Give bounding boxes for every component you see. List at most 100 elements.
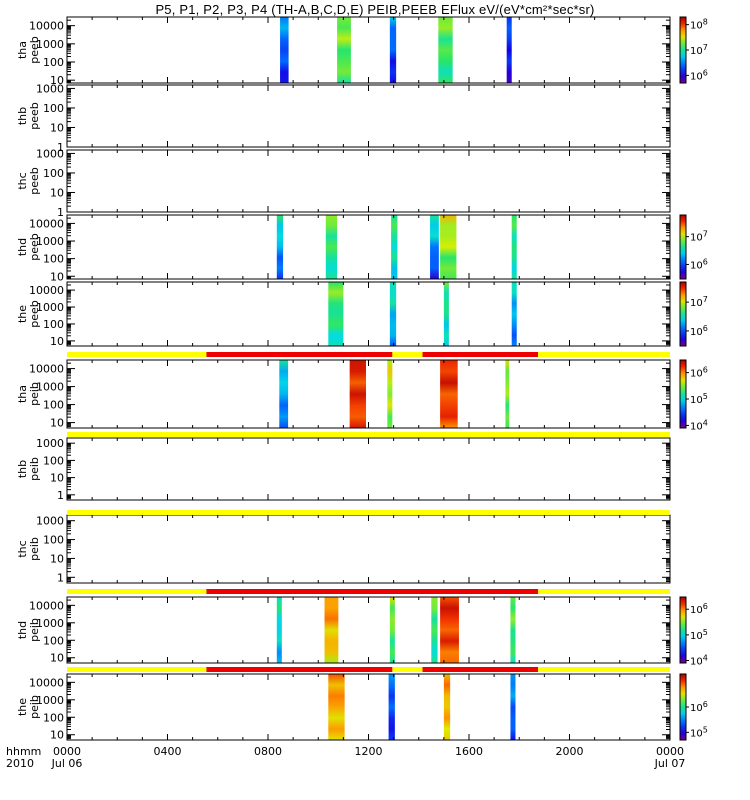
colorbar (679, 16, 687, 84)
data-segment (325, 215, 338, 279)
y-tick-label: 10 (50, 417, 64, 430)
colorbar-tick-label: 107 (690, 230, 708, 244)
y-tick-label: 10000 (29, 217, 64, 230)
x-tick-date: Jul 07 (654, 757, 686, 770)
panel-probe-label: the (16, 698, 29, 716)
panel-thc-peeb: 1 10 100 1000 thc peeb (16, 147, 671, 219)
panel-frame (66, 84, 671, 148)
panel-thc-peib: 1 10 100 1000 thc peib (16, 514, 671, 584)
panel-product-label: peeb (28, 300, 41, 328)
data-segment (280, 17, 289, 83)
y-tick-label: 10000 (29, 599, 64, 612)
data-segment (443, 282, 449, 346)
data-segment (279, 360, 289, 428)
data-segment (438, 17, 453, 83)
data-segment (324, 597, 339, 663)
x-tick-label: 1600 (455, 745, 483, 758)
mode-bar-segment (206, 352, 393, 357)
panel-frame (66, 596, 671, 664)
y-tick-label: 10000 (29, 676, 64, 689)
data-segment (389, 17, 397, 83)
panel-probe-label: thd (16, 238, 29, 256)
data-segment (440, 360, 458, 428)
data-segment (511, 215, 517, 279)
panel-product-label: peib (28, 382, 41, 406)
y-tick-label: 100 (43, 711, 64, 724)
y-tick-label: 1000 (36, 235, 64, 248)
panel-product-label: peeb (28, 102, 41, 130)
y-tick-label: 10000 (29, 20, 64, 33)
panel-probe-label: thb (16, 460, 29, 478)
panel-frame (66, 673, 671, 741)
data-segment (337, 17, 351, 83)
mode-bar-segment (538, 667, 670, 672)
y-tick-label: 10 (50, 121, 64, 134)
y-tick-label: 1 (57, 489, 64, 502)
mode-bar-segment (206, 589, 539, 594)
mode-bar (67, 667, 670, 672)
y-tick-label: 10000 (29, 284, 64, 297)
data-segment (328, 674, 345, 740)
colorbar (679, 673, 687, 741)
panel-thb-peib: 1 10 100 1000 thb peib (16, 437, 671, 502)
mode-bar (67, 352, 670, 357)
y-tick-label: 100 (43, 399, 64, 412)
colorbar (679, 359, 687, 429)
panel-product-label: peib (28, 457, 41, 481)
panel-product-label: peib (28, 537, 41, 561)
data-segment (389, 282, 397, 346)
y-tick-label: 1000 (36, 147, 64, 160)
panel-frame (66, 149, 671, 213)
panel-probe-label: thc (16, 172, 29, 189)
y-tick-label: 1000 (36, 617, 64, 630)
data-segment (510, 597, 516, 663)
mode-bar-segment (538, 589, 670, 594)
y-tick-label: 100 (43, 102, 64, 115)
panel-probe-label: tha (16, 385, 29, 403)
colorbar-tick-label: 106 (690, 602, 708, 616)
panel-frame (66, 437, 671, 501)
mode-bar-segment (422, 667, 539, 672)
panel-probe-label: tha (16, 41, 29, 59)
mode-bar-segment (538, 352, 670, 357)
mode-bar-segment (422, 352, 539, 357)
y-tick-label: 1 (57, 571, 64, 584)
x-tick-label: 1200 (355, 745, 383, 758)
data-segment (505, 360, 510, 428)
colorbar-tick-label: 104 (690, 654, 708, 668)
panel-frame (66, 359, 671, 429)
panel-frame (66, 281, 671, 347)
data-segment (510, 674, 516, 740)
x-tick-label: 0000 (53, 745, 81, 758)
data-segment (440, 597, 459, 663)
y-tick-label: 10 (50, 552, 64, 565)
panel-product-label: peeb (28, 167, 41, 195)
data-segment (506, 17, 512, 83)
colorbar (679, 281, 687, 347)
data-segment (511, 282, 517, 346)
x-axis-format-label: hhmm (6, 745, 41, 758)
y-tick-label: 100 (43, 534, 64, 547)
y-tick-label: 1000 (36, 694, 64, 707)
data-segment (389, 597, 395, 663)
data-segment (443, 674, 451, 740)
colorbar-tick-label: 104 (690, 418, 708, 432)
data-segment (349, 360, 366, 428)
panel-thb-peeb: 1 10 100 1000 thb peeb (16, 82, 671, 154)
panel-probe-label: the (16, 305, 29, 323)
data-segment (328, 282, 344, 346)
panel-probe-label: thc (16, 540, 29, 557)
mode-bar-segment (67, 510, 670, 515)
y-tick-label: 100 (43, 634, 64, 647)
x-tick-date: Jul 06 (51, 757, 83, 770)
colorbar-tick-label: 106 (690, 257, 708, 271)
y-tick-label: 1000 (36, 82, 64, 95)
panel-frame (66, 514, 671, 584)
y-tick-label: 1000 (36, 515, 64, 528)
